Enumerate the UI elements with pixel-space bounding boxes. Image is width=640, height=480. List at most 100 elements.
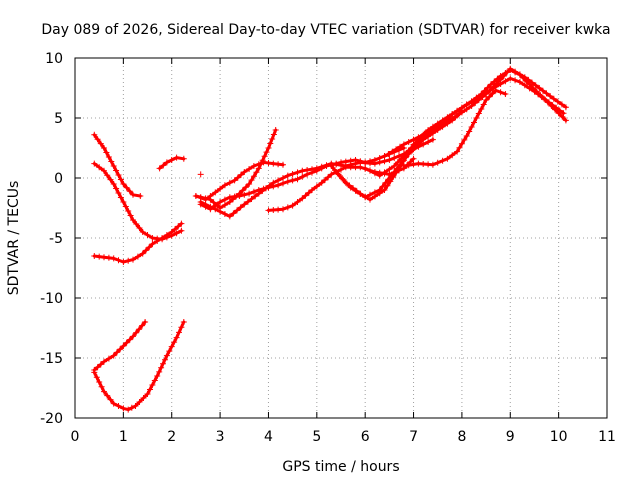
data-point xyxy=(136,399,143,405)
y-tick-label: 10 xyxy=(45,51,63,67)
data-point xyxy=(259,157,266,164)
data-point xyxy=(473,115,480,121)
data-series xyxy=(197,171,204,178)
data-point xyxy=(397,143,403,150)
data-point xyxy=(113,349,120,356)
data-point xyxy=(542,96,549,103)
data-point xyxy=(429,161,436,168)
data-point xyxy=(318,163,325,170)
data-point xyxy=(139,250,146,257)
data-point xyxy=(480,101,487,108)
data-point xyxy=(294,199,301,205)
data-point xyxy=(142,247,149,254)
data-point xyxy=(346,182,353,189)
data-point xyxy=(402,151,409,158)
data-point xyxy=(178,220,185,227)
data-point xyxy=(117,194,124,201)
data-point xyxy=(241,169,248,175)
data-point xyxy=(381,169,388,176)
data-point xyxy=(547,93,554,100)
data-point xyxy=(371,160,378,167)
data-point xyxy=(353,187,360,194)
data-point xyxy=(389,148,396,155)
data-point xyxy=(275,161,282,168)
data-point xyxy=(475,110,482,117)
data-point xyxy=(313,183,320,190)
data-point xyxy=(280,206,286,213)
data-point xyxy=(559,113,566,120)
data-point xyxy=(110,255,117,262)
data-point xyxy=(125,208,132,214)
data-point xyxy=(546,99,552,106)
data-point xyxy=(558,101,565,108)
data-point xyxy=(554,98,561,105)
x-tick-label: 9 xyxy=(506,429,515,445)
data-point xyxy=(241,191,248,198)
data-point xyxy=(248,177,255,184)
data-point xyxy=(231,177,238,184)
data-point xyxy=(386,166,393,173)
data-point xyxy=(350,185,357,192)
data-point xyxy=(259,187,266,194)
data-point xyxy=(147,386,153,393)
data-point xyxy=(521,82,528,89)
data-point xyxy=(284,204,291,211)
data-point xyxy=(444,118,451,125)
data-point xyxy=(367,167,373,174)
data-point xyxy=(149,382,156,388)
data-point xyxy=(321,177,328,183)
x-tick-label: 6 xyxy=(361,429,370,445)
data-point xyxy=(376,172,383,179)
data-point xyxy=(362,193,369,200)
data-point xyxy=(420,131,427,138)
data-point xyxy=(458,140,465,147)
data-point xyxy=(101,167,107,174)
data-point xyxy=(128,404,135,411)
y-tick-label: -10 xyxy=(40,291,63,307)
data-point xyxy=(309,166,315,173)
data-point xyxy=(192,193,199,199)
x-tick-label: 0 xyxy=(71,429,80,445)
data-point xyxy=(94,136,101,143)
data-point xyxy=(263,185,269,192)
data-point xyxy=(270,179,277,186)
data-series xyxy=(91,220,185,265)
y-axis-label: SDTVAR / TECUs xyxy=(6,181,22,296)
data-point xyxy=(553,104,560,111)
data-point xyxy=(333,161,340,168)
data-point xyxy=(115,190,122,196)
data-point xyxy=(280,180,286,187)
data-point xyxy=(512,68,519,75)
data-point xyxy=(120,181,127,187)
data-point xyxy=(550,95,557,102)
data-point xyxy=(490,83,497,90)
data-point xyxy=(217,208,224,215)
data-point xyxy=(468,103,475,109)
data-point xyxy=(105,254,112,261)
data-point xyxy=(425,129,432,136)
data-point xyxy=(466,128,473,135)
data-point xyxy=(381,153,388,160)
data-series xyxy=(362,75,567,179)
data-point xyxy=(101,358,107,365)
data-point xyxy=(257,161,264,168)
data-point xyxy=(458,109,465,116)
data-point xyxy=(105,355,112,362)
data-point xyxy=(486,93,493,100)
data-point xyxy=(136,225,143,231)
data-point xyxy=(531,88,538,95)
data-point xyxy=(226,179,233,186)
data-point xyxy=(323,162,330,169)
data-point xyxy=(416,138,423,145)
data-point xyxy=(175,223,182,230)
data-point xyxy=(97,361,104,368)
y-tick-label: -20 xyxy=(40,411,63,427)
data-point xyxy=(231,193,238,200)
data-point xyxy=(180,155,187,162)
data-point xyxy=(197,171,204,178)
data-point xyxy=(162,356,168,363)
data-point xyxy=(171,339,178,346)
data-point xyxy=(168,229,175,235)
data-point xyxy=(413,141,419,148)
data-point xyxy=(539,87,546,94)
